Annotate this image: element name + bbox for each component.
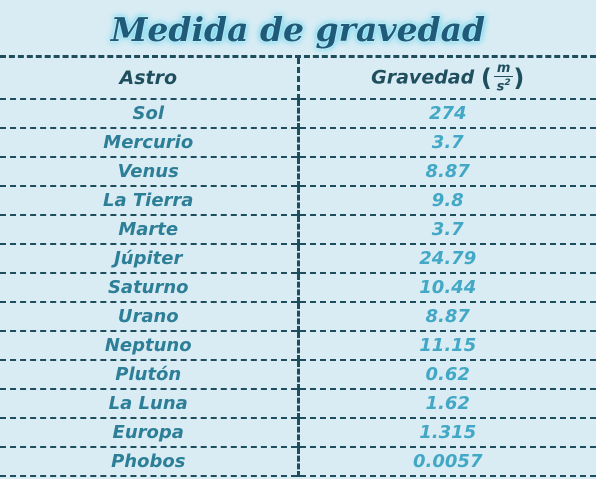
gravedad-cell: 10.44 bbox=[298, 273, 596, 303]
table-row: Júpiter 24.79 bbox=[0, 244, 596, 274]
astro-cell: Venus bbox=[0, 157, 300, 187]
astro-cell: La Tierra bbox=[0, 186, 300, 216]
astro-cell: La Luna bbox=[0, 389, 300, 419]
table-row: Plutón 0.62 bbox=[0, 360, 596, 390]
table-row: Marte 3.7 bbox=[0, 215, 596, 245]
astro-cell: Neptuno bbox=[0, 331, 300, 361]
gravedad-cell: 8.87 bbox=[298, 302, 596, 332]
table-row: Venus 8.87 bbox=[0, 157, 596, 187]
column-header-astro: Astro bbox=[0, 58, 300, 100]
table-row: Mercurio 3.7 bbox=[0, 128, 596, 158]
column-header-gravedad: Gravedad (m s2) bbox=[298, 58, 596, 100]
header-row: Astro Gravedad (m s2) bbox=[0, 58, 596, 100]
gravedad-cell: 1.62 bbox=[298, 389, 596, 419]
table-row: Phobos 0.0057 bbox=[0, 447, 596, 477]
table-row: Sol 274 bbox=[0, 99, 596, 129]
unit-denominator-base: s bbox=[496, 79, 505, 95]
unit-open-paren: ( bbox=[480, 64, 492, 92]
gravedad-cell: 0.0057 bbox=[298, 447, 596, 477]
gravedad-cell: 3.7 bbox=[298, 215, 596, 245]
page-title: Medida de gravedad bbox=[0, 0, 596, 58]
unit-fraction: m s2 bbox=[493, 62, 514, 93]
table-row: La Tierra 9.8 bbox=[0, 186, 596, 216]
gravedad-cell: 9.8 bbox=[298, 186, 596, 216]
astro-cell: Plutón bbox=[0, 360, 300, 390]
astro-cell: Marte bbox=[0, 215, 300, 245]
astro-cell: Urano bbox=[0, 302, 300, 332]
gravedad-cell: 3.7 bbox=[298, 128, 596, 158]
unit-numerator: m bbox=[493, 62, 514, 77]
gravedad-cell: 24.79 bbox=[298, 244, 596, 274]
table-row: Urano 8.87 bbox=[0, 302, 596, 332]
gravedad-cell: 1.315 bbox=[298, 418, 596, 448]
table-row: Saturno 10.44 bbox=[0, 273, 596, 303]
gravedad-cell: 8.87 bbox=[298, 157, 596, 187]
table-row: Neptuno 11.15 bbox=[0, 331, 596, 361]
gravity-table: Astro Gravedad (m s2) Sol 274 Mercurio 3.7 Ve… bbox=[0, 58, 596, 477]
column-header-gravedad-label: Gravedad bbox=[371, 66, 475, 89]
astro-cell: Europa bbox=[0, 418, 300, 448]
gravedad-cell: 274 bbox=[298, 99, 596, 129]
unit-exponent: 2 bbox=[504, 77, 511, 88]
table-row: La Luna 1.62 bbox=[0, 389, 596, 419]
astro-cell: Saturno bbox=[0, 273, 300, 303]
unit-denominator: s2 bbox=[494, 77, 514, 93]
astro-cell: Mercurio bbox=[0, 128, 300, 158]
gravedad-cell: 11.15 bbox=[298, 331, 596, 361]
unit-close-paren: ) bbox=[513, 64, 525, 92]
astro-cell: Phobos bbox=[0, 447, 300, 477]
gravedad-cell: 0.62 bbox=[298, 360, 596, 390]
astro-cell: Sol bbox=[0, 99, 300, 129]
table-row: Europa 1.315 bbox=[0, 418, 596, 448]
astro-cell: Júpiter bbox=[0, 244, 300, 274]
